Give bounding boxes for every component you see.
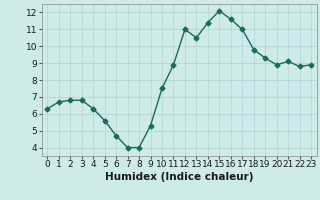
X-axis label: Humidex (Indice chaleur): Humidex (Indice chaleur)	[105, 172, 253, 182]
